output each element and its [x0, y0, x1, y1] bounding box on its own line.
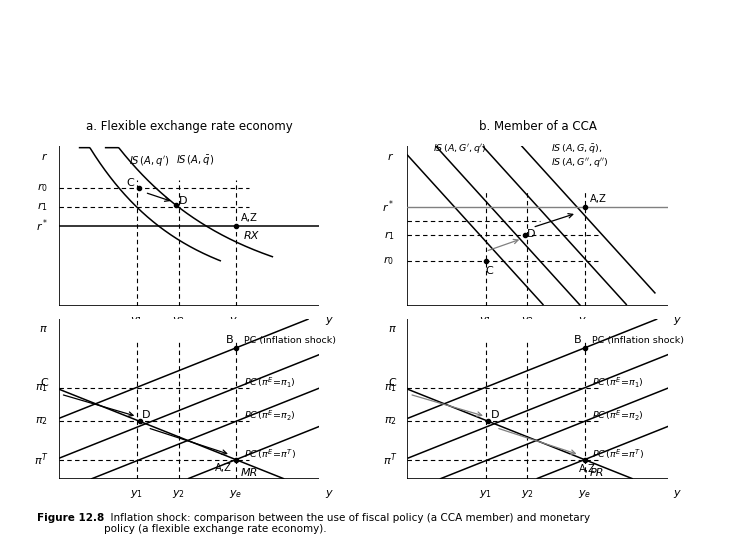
Text: $y$: $y$ — [673, 315, 682, 327]
Text: C: C — [486, 266, 493, 276]
Text: $y_1$: $y_1$ — [479, 315, 492, 327]
Text: $PC\,(\pi^E\! =\!\pi_1)$: $PC\,(\pi^E\! =\!\pi_1)$ — [244, 375, 296, 390]
Text: $y_2$: $y_2$ — [520, 315, 534, 327]
Text: $IS\,(A,G,\bar{q}),$: $IS\,(A,G,\bar{q}),$ — [550, 142, 602, 155]
Text: $PC\,(\pi^E\! =\!\pi_2)$: $PC\,(\pi^E\! =\!\pi_2)$ — [244, 409, 296, 424]
Text: A,Z: A,Z — [241, 213, 258, 223]
Text: Figure 12.8: Figure 12.8 — [37, 513, 104, 523]
Text: $y_e$: $y_e$ — [229, 489, 242, 500]
Text: $y_e$: $y_e$ — [578, 315, 591, 327]
Text: $y$: $y$ — [673, 489, 682, 500]
Text: $y_e$: $y_e$ — [578, 489, 591, 500]
Text: D: D — [178, 195, 187, 206]
Text: $IS\,(A,G^{\prime},q^{\prime})$: $IS\,(A,G^{\prime},q^{\prime})$ — [434, 142, 487, 155]
Text: $PC\,(\pi^E\! =\!\pi_2)$: $PC\,(\pi^E\! =\!\pi_2)$ — [592, 409, 644, 424]
Text: $\pi_1$: $\pi_1$ — [384, 382, 397, 394]
Text: $r_1$: $r_1$ — [37, 200, 48, 213]
Text: $y_1$: $y_1$ — [479, 489, 492, 500]
Text: $IS\,(A,\bar{q})$: $IS\,(A,\bar{q})$ — [176, 154, 214, 168]
Text: B: B — [574, 335, 582, 345]
Text: A,Z: A,Z — [590, 194, 606, 204]
Text: b. Member of a CCA: b. Member of a CCA — [479, 120, 597, 133]
Text: $IS\,(A,G^{\prime\prime},q^{\prime\prime})$: $IS\,(A,G^{\prime\prime},q^{\prime\prime… — [550, 156, 608, 169]
Text: $y$: $y$ — [324, 315, 333, 327]
Text: PR: PR — [590, 467, 604, 478]
Text: $y_2$: $y_2$ — [172, 315, 185, 327]
Text: a. Flexible exchange rate economy: a. Flexible exchange rate economy — [86, 120, 292, 133]
Text: RX: RX — [244, 230, 259, 241]
Text: $y_2$: $y_2$ — [172, 489, 185, 500]
Text: $\pi_1$: $\pi_1$ — [35, 382, 48, 394]
Text: $y_1$: $y_1$ — [131, 315, 143, 327]
Text: C: C — [40, 378, 48, 388]
Text: B: B — [225, 335, 233, 345]
Text: $\pi$: $\pi$ — [388, 324, 397, 334]
Text: $r$: $r$ — [388, 151, 394, 162]
Text: C: C — [126, 178, 134, 188]
Text: D: D — [527, 229, 536, 239]
Text: $\pi$: $\pi$ — [40, 324, 48, 334]
Text: $r^*$: $r^*$ — [382, 199, 394, 215]
Text: $r_1$: $r_1$ — [384, 229, 394, 242]
Text: $y_e$: $y_e$ — [229, 315, 242, 327]
Text: $y_2$: $y_2$ — [520, 489, 534, 500]
Text: $r_0$: $r_0$ — [383, 255, 394, 267]
Text: $\pi_2$: $\pi_2$ — [35, 415, 48, 427]
Text: $r_0$: $r_0$ — [37, 181, 48, 194]
Text: $PC\,(\pi^E\! =\!\pi_1)$: $PC\,(\pi^E\! =\!\pi_1)$ — [592, 375, 644, 390]
Text: Inflation shock: comparison between the use of fiscal policy (a CCA member) and : Inflation shock: comparison between the … — [104, 513, 590, 535]
Text: $r^*$: $r^*$ — [36, 217, 48, 234]
Text: $\pi^T$: $\pi^T$ — [34, 451, 48, 468]
Text: MR: MR — [241, 467, 258, 478]
Text: A,Z: A,Z — [579, 464, 596, 474]
Text: D: D — [142, 410, 150, 420]
Text: A,Z: A,Z — [215, 463, 232, 473]
Text: $PC\,(\pi^E\! =\!\pi^T)$: $PC\,(\pi^E\! =\!\pi^T)$ — [244, 447, 296, 461]
Text: $y_1$: $y_1$ — [131, 489, 143, 500]
Text: $y$: $y$ — [324, 489, 333, 500]
Text: $\pi^T$: $\pi^T$ — [382, 451, 397, 468]
Text: C: C — [388, 378, 396, 388]
Text: $\pi_2$: $\pi_2$ — [384, 415, 397, 427]
Text: PC (inflation shock): PC (inflation shock) — [592, 336, 684, 345]
Text: $PC\,(\pi^E\! =\!\pi^T)$: $PC\,(\pi^E\! =\!\pi^T)$ — [592, 447, 644, 461]
Text: $r$: $r$ — [41, 151, 48, 162]
Text: PC (inflation shock): PC (inflation shock) — [244, 336, 335, 345]
Text: D: D — [491, 410, 499, 420]
Text: $IS\,(A,q^{\prime})$: $IS\,(A,q^{\prime})$ — [129, 154, 170, 168]
